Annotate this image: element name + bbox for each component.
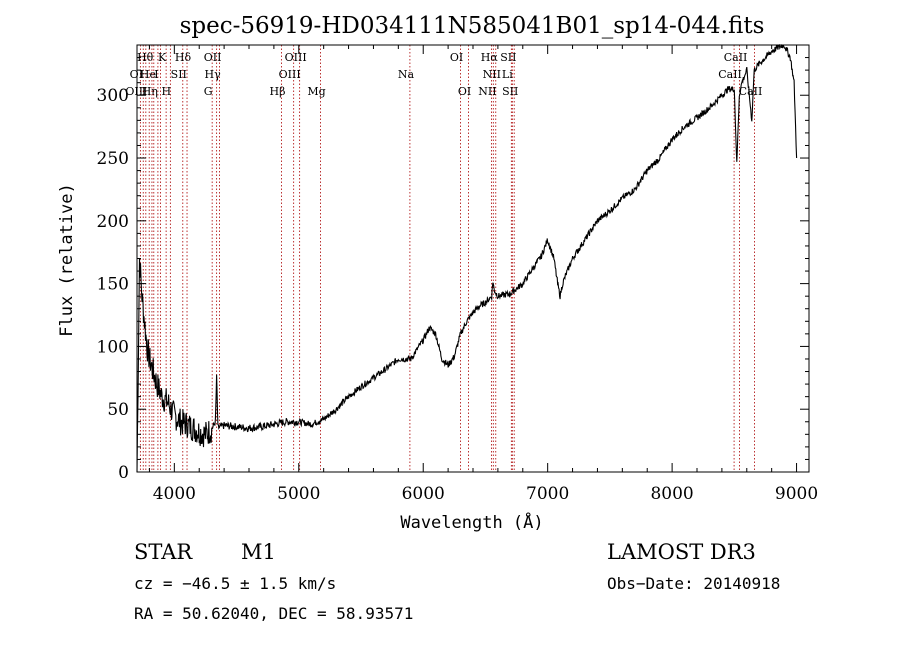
- line-label: Hγ: [205, 68, 222, 81]
- line-label: He: [140, 68, 156, 81]
- line-label: Hα: [481, 51, 499, 64]
- x-axis-label: Wavelength (Å): [400, 511, 543, 533]
- line-label: CaII: [724, 51, 748, 64]
- observation-date: Obs−Date: 20140918: [607, 574, 781, 593]
- line-label: OIII: [279, 68, 301, 81]
- x-tick-label: 5000: [277, 484, 320, 504]
- line-label: OII: [204, 51, 222, 64]
- y-axis-label: Flux (relative): [57, 183, 77, 337]
- object-subclass: M1: [241, 540, 276, 564]
- y-tick-label: 250: [97, 149, 129, 169]
- y-tick-label: 300: [97, 86, 129, 106]
- y-axis-ticks: 0 50 100 150 200 250 300: [97, 57, 809, 483]
- line-label: Hθ: [137, 51, 154, 64]
- x-tick-label: 8000: [650, 484, 693, 504]
- line-label: K: [158, 51, 167, 64]
- y-tick-label: 50: [107, 400, 129, 420]
- line-label: I: [154, 68, 158, 81]
- coordinates-text: RA = 50.62040, DEC = 58.93571: [134, 604, 414, 623]
- line-label: OI: [130, 68, 143, 81]
- line-label: SII: [171, 68, 187, 81]
- line-label: SII: [500, 51, 516, 64]
- redshift-text: cz = −46.5 ± 1.5 km/s: [134, 574, 337, 593]
- object-type: STAR: [134, 540, 193, 564]
- line-label: Hη: [142, 85, 158, 98]
- y-tick-label: 150: [97, 275, 129, 295]
- y-tick-label: 200: [97, 212, 129, 232]
- x-tick-label: 4000: [153, 484, 196, 504]
- chart-title: spec-56919-HD034111N585041B01_sp14-044.f…: [180, 13, 765, 39]
- line-label: OI: [450, 51, 463, 64]
- x-tick-label: 6000: [402, 484, 445, 504]
- survey-name: LAMOST DR3: [607, 540, 756, 564]
- line-label: SII: [502, 85, 518, 98]
- x-axis-ticks: 4000 5000 6000 7000 8000 9000: [148, 45, 818, 504]
- line-label: NII: [478, 85, 496, 98]
- line-label: OIII: [285, 51, 307, 64]
- line-label: CaII: [718, 68, 742, 81]
- spectrum-line: [136, 43, 798, 473]
- line-label: Na: [398, 68, 415, 81]
- line-label: G: [204, 85, 213, 98]
- line-label: OI: [458, 85, 471, 98]
- x-tick-label: 9000: [775, 484, 818, 504]
- line-label: Hβ: [270, 85, 286, 98]
- y-tick-label: 100: [97, 337, 129, 357]
- line-label: CaII: [739, 85, 763, 98]
- line-label: Mg: [307, 85, 325, 98]
- x-tick-label: 7000: [526, 484, 569, 504]
- line-label: Li: [502, 68, 513, 81]
- spectral-line-markers: [139, 45, 755, 472]
- y-tick-label: 0: [118, 463, 129, 483]
- line-label: H: [162, 85, 172, 98]
- line-label: NII: [483, 68, 501, 81]
- line-label: Hδ: [175, 51, 192, 64]
